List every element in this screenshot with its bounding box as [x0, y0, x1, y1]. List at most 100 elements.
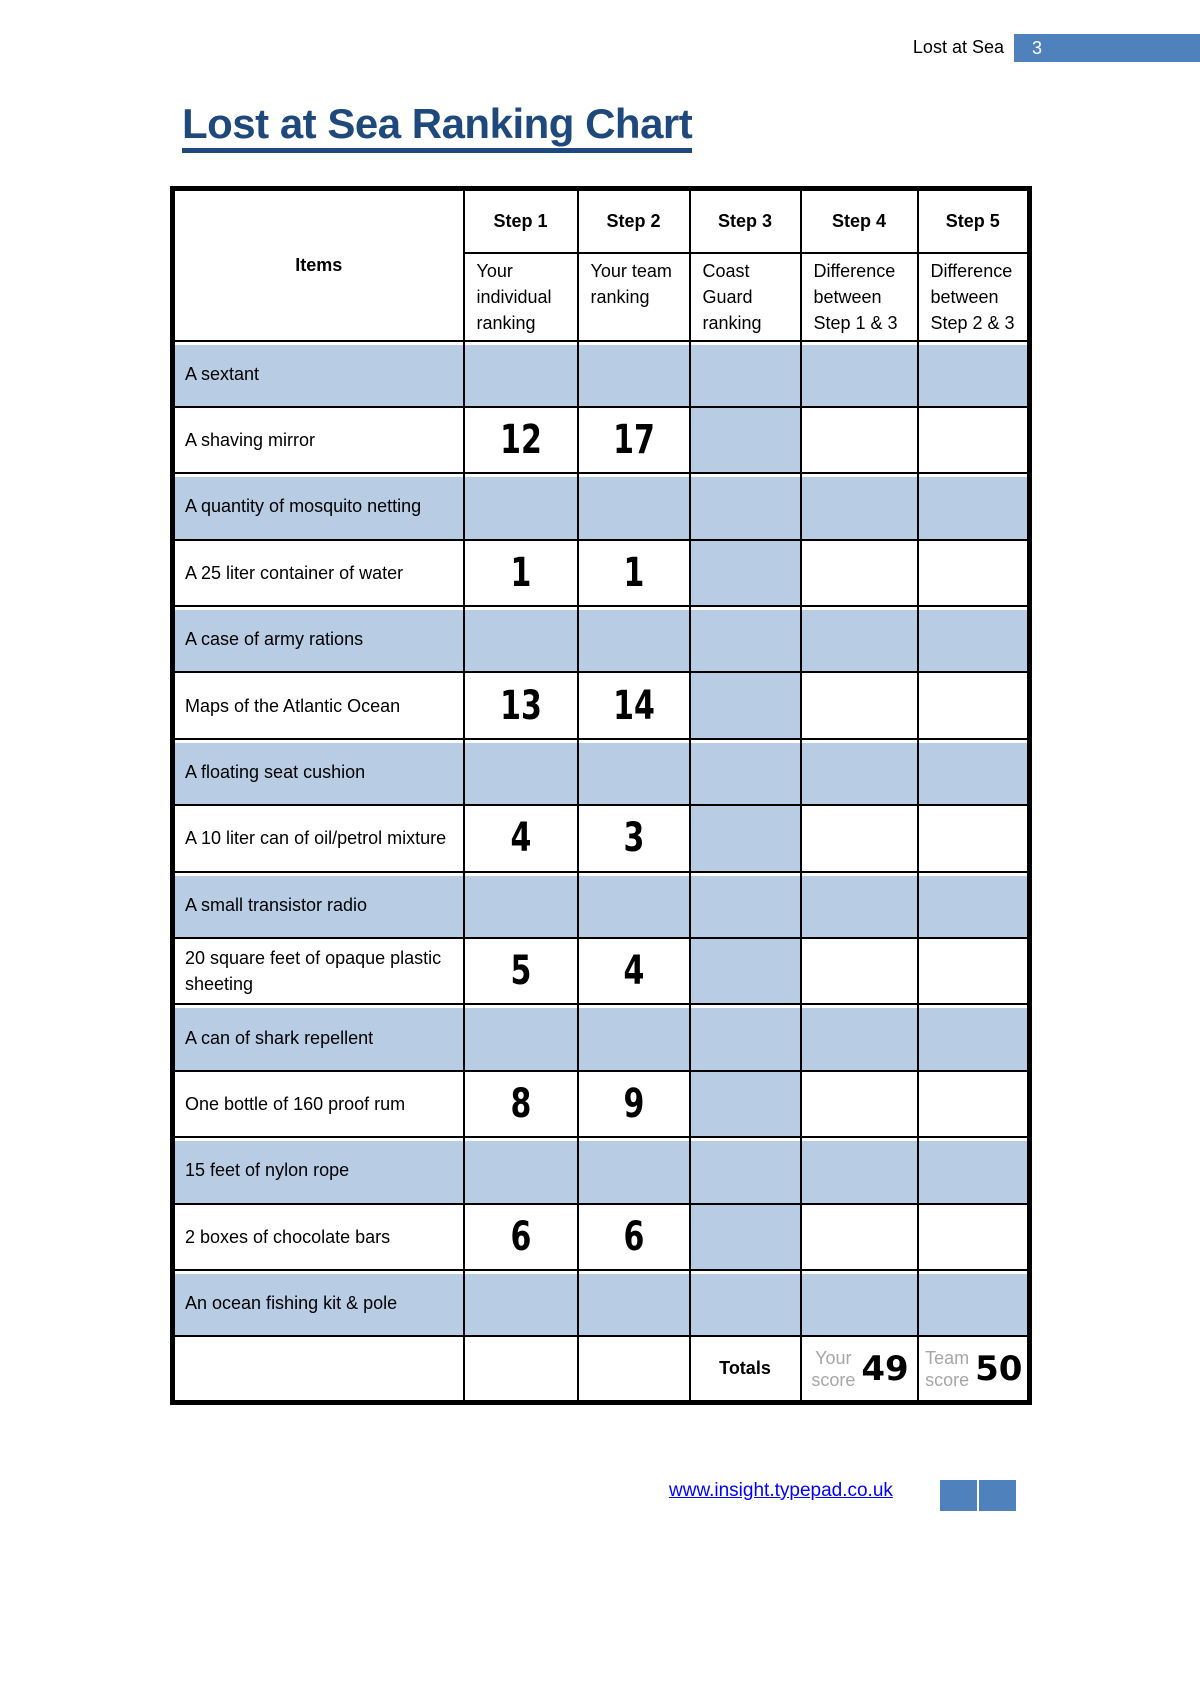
table-row: A can of shark repellent	[171, 1003, 1031, 1072]
step-2-cell[interactable]: 14	[576, 671, 691, 740]
step-4-cell[interactable]	[799, 339, 919, 408]
step-2-cell[interactable]	[576, 472, 691, 541]
step-3-cell[interactable]	[688, 804, 802, 873]
step-3-cell[interactable]	[688, 1136, 802, 1205]
step-4-cell[interactable]	[799, 870, 919, 940]
totals-label: Totals	[688, 1335, 802, 1404]
step-1-cell[interactable]: 8	[462, 1069, 579, 1139]
step-5-cell[interactable]	[916, 605, 1031, 674]
step-5-cell[interactable]	[916, 804, 1031, 873]
step-2-cell[interactable]: 9	[576, 1069, 691, 1139]
table-row: Maps of the Atlantic Ocean 13 14	[171, 671, 1031, 740]
step-3-desc: Coast Guard ranking	[688, 251, 802, 342]
item-name: A can of shark repellent	[171, 1003, 465, 1072]
step-1-cell[interactable]: 4	[462, 804, 579, 873]
step-5-cell[interactable]	[916, 1069, 1031, 1139]
step-1-cell[interactable]: 5	[462, 937, 579, 1006]
item-name: A 25 liter container of water	[171, 538, 465, 608]
table-row: A small transistor radio	[171, 870, 1031, 940]
step-4-cell[interactable]	[799, 1069, 919, 1139]
step-4-cell[interactable]	[799, 605, 919, 674]
table-row: A 10 liter can of oil/petrol mixture 4 3	[171, 804, 1031, 873]
step-1-cell[interactable]: 6	[462, 1202, 579, 1271]
step-1-cell[interactable]: 12	[462, 405, 579, 475]
step-5-cell[interactable]	[916, 1202, 1031, 1271]
step-1-value: 13	[499, 682, 542, 729]
step-5-cell[interactable]	[916, 538, 1031, 608]
team-score-cell[interactable]: Team score 50	[916, 1335, 1031, 1404]
step-2-value: 4	[623, 948, 644, 995]
step-4-cell[interactable]	[799, 1202, 919, 1271]
step-5-cell[interactable]	[916, 671, 1031, 740]
step-3-cell[interactable]	[688, 1202, 802, 1271]
step-3-cell[interactable]	[688, 472, 802, 541]
step-1-cell[interactable]	[462, 870, 579, 940]
step-1-cell[interactable]	[462, 472, 579, 541]
step-2-cell[interactable]	[576, 1268, 691, 1338]
step-3-cell[interactable]	[688, 870, 802, 940]
step-3-cell[interactable]	[688, 605, 802, 674]
step-5-cell[interactable]	[916, 737, 1031, 807]
step-1-cell[interactable]	[462, 339, 579, 408]
table-row: An ocean fishing kit & pole	[171, 1268, 1031, 1338]
step-1-value: 1	[510, 549, 531, 596]
step-4-header: Step 4	[799, 187, 919, 254]
step-2-value: 17	[612, 417, 655, 464]
empty-cell	[171, 1335, 465, 1404]
step-2-cell[interactable]	[576, 870, 691, 940]
step-3-cell[interactable]	[688, 1069, 802, 1139]
step-4-cell[interactable]	[799, 405, 919, 475]
step-1-value: 8	[510, 1080, 531, 1127]
step-5-cell[interactable]	[916, 870, 1031, 940]
step-4-cell[interactable]	[799, 1136, 919, 1205]
table-row: 20 square feet of opaque plastic sheetin…	[171, 937, 1031, 1006]
step-2-cell[interactable]	[576, 605, 691, 674]
step-3-cell[interactable]	[688, 1003, 802, 1072]
step-5-cell[interactable]	[916, 1003, 1031, 1072]
step-2-cell[interactable]	[576, 1136, 691, 1205]
step-3-cell[interactable]	[688, 937, 802, 1006]
step-1-cell[interactable]: 13	[462, 671, 579, 740]
step-2-cell[interactable]	[576, 339, 691, 408]
page-number: 3	[1014, 34, 1200, 62]
step-5-cell[interactable]	[916, 405, 1031, 475]
step-5-cell[interactable]	[916, 1136, 1031, 1205]
step-4-cell[interactable]	[799, 1003, 919, 1072]
step-2-cell[interactable]: 4	[576, 937, 691, 1006]
step-2-cell[interactable]: 1	[576, 538, 691, 608]
step-3-cell[interactable]	[688, 671, 802, 740]
step-4-cell[interactable]	[799, 937, 919, 1006]
step-5-cell[interactable]	[916, 1268, 1031, 1338]
step-3-cell[interactable]	[688, 339, 802, 408]
step-4-cell[interactable]	[799, 737, 919, 807]
step-2-cell[interactable]	[576, 737, 691, 807]
step-1-cell[interactable]	[462, 737, 579, 807]
step-3-cell[interactable]	[688, 737, 802, 807]
step-4-cell[interactable]	[799, 671, 919, 740]
step-4-cell[interactable]	[799, 1268, 919, 1338]
your-score-value: 49	[861, 1348, 909, 1389]
step-5-cell[interactable]	[916, 472, 1031, 541]
step-2-cell[interactable]: 3	[576, 804, 691, 873]
step-3-cell[interactable]	[688, 1268, 802, 1338]
step-1-value: 6	[510, 1213, 531, 1260]
website-link[interactable]: www.insight.typepad.co.uk	[669, 1480, 893, 1501]
step-1-cell[interactable]	[462, 1268, 579, 1338]
step-5-cell[interactable]	[916, 339, 1031, 408]
step-4-cell[interactable]	[799, 472, 919, 541]
step-4-cell[interactable]	[799, 804, 919, 873]
step-2-cell[interactable]: 17	[576, 405, 691, 475]
step-5-cell[interactable]	[916, 937, 1031, 1006]
step-3-cell[interactable]	[688, 405, 802, 475]
step-1-header: Step 1	[462, 187, 579, 254]
your-score-cell[interactable]: Your score 49	[799, 1335, 919, 1404]
step-1-cell[interactable]	[462, 1003, 579, 1072]
step-2-cell[interactable]	[576, 1003, 691, 1072]
step-1-cell[interactable]: 1	[462, 538, 579, 608]
step-4-cell[interactable]	[799, 538, 919, 608]
table-row: A sextant	[171, 339, 1031, 408]
step-1-cell[interactable]	[462, 1136, 579, 1205]
step-2-cell[interactable]: 6	[576, 1202, 691, 1271]
step-1-cell[interactable]	[462, 605, 579, 674]
step-3-cell[interactable]	[688, 538, 802, 608]
